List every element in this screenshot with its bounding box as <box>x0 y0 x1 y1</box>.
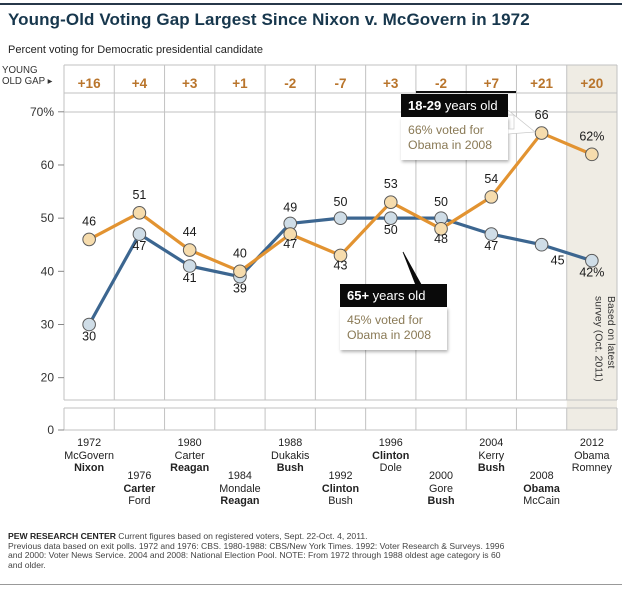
svg-text:42%: 42% <box>579 266 604 280</box>
svg-text:53: 53 <box>384 177 398 191</box>
svg-text:50: 50 <box>334 195 348 209</box>
svg-text:60: 60 <box>41 158 55 172</box>
svg-text:46: 46 <box>82 214 96 228</box>
svg-text:0: 0 <box>47 423 54 437</box>
svg-text:48: 48 <box>434 232 448 246</box>
svg-text:47: 47 <box>132 239 146 253</box>
svg-text:45: 45 <box>551 254 565 268</box>
svg-text:40: 40 <box>41 264 55 278</box>
svg-text:47: 47 <box>283 237 297 251</box>
svg-text:49: 49 <box>283 200 297 214</box>
svg-text:62%: 62% <box>579 129 604 143</box>
svg-text:40: 40 <box>233 246 247 260</box>
svg-text:43: 43 <box>334 258 348 272</box>
svg-text:20: 20 <box>41 371 55 385</box>
svg-text:30: 30 <box>82 329 96 343</box>
svg-text:50: 50 <box>434 195 448 209</box>
svg-text:54: 54 <box>484 172 498 186</box>
svg-text:50: 50 <box>41 211 55 225</box>
svg-text:50: 50 <box>384 223 398 237</box>
svg-text:51: 51 <box>132 188 146 202</box>
svg-text:44: 44 <box>183 225 197 239</box>
svg-text:30: 30 <box>41 317 55 331</box>
svg-text:39: 39 <box>233 282 247 296</box>
svg-text:41: 41 <box>183 271 197 285</box>
svg-text:70%: 70% <box>30 105 54 119</box>
svg-text:47: 47 <box>484 239 498 253</box>
